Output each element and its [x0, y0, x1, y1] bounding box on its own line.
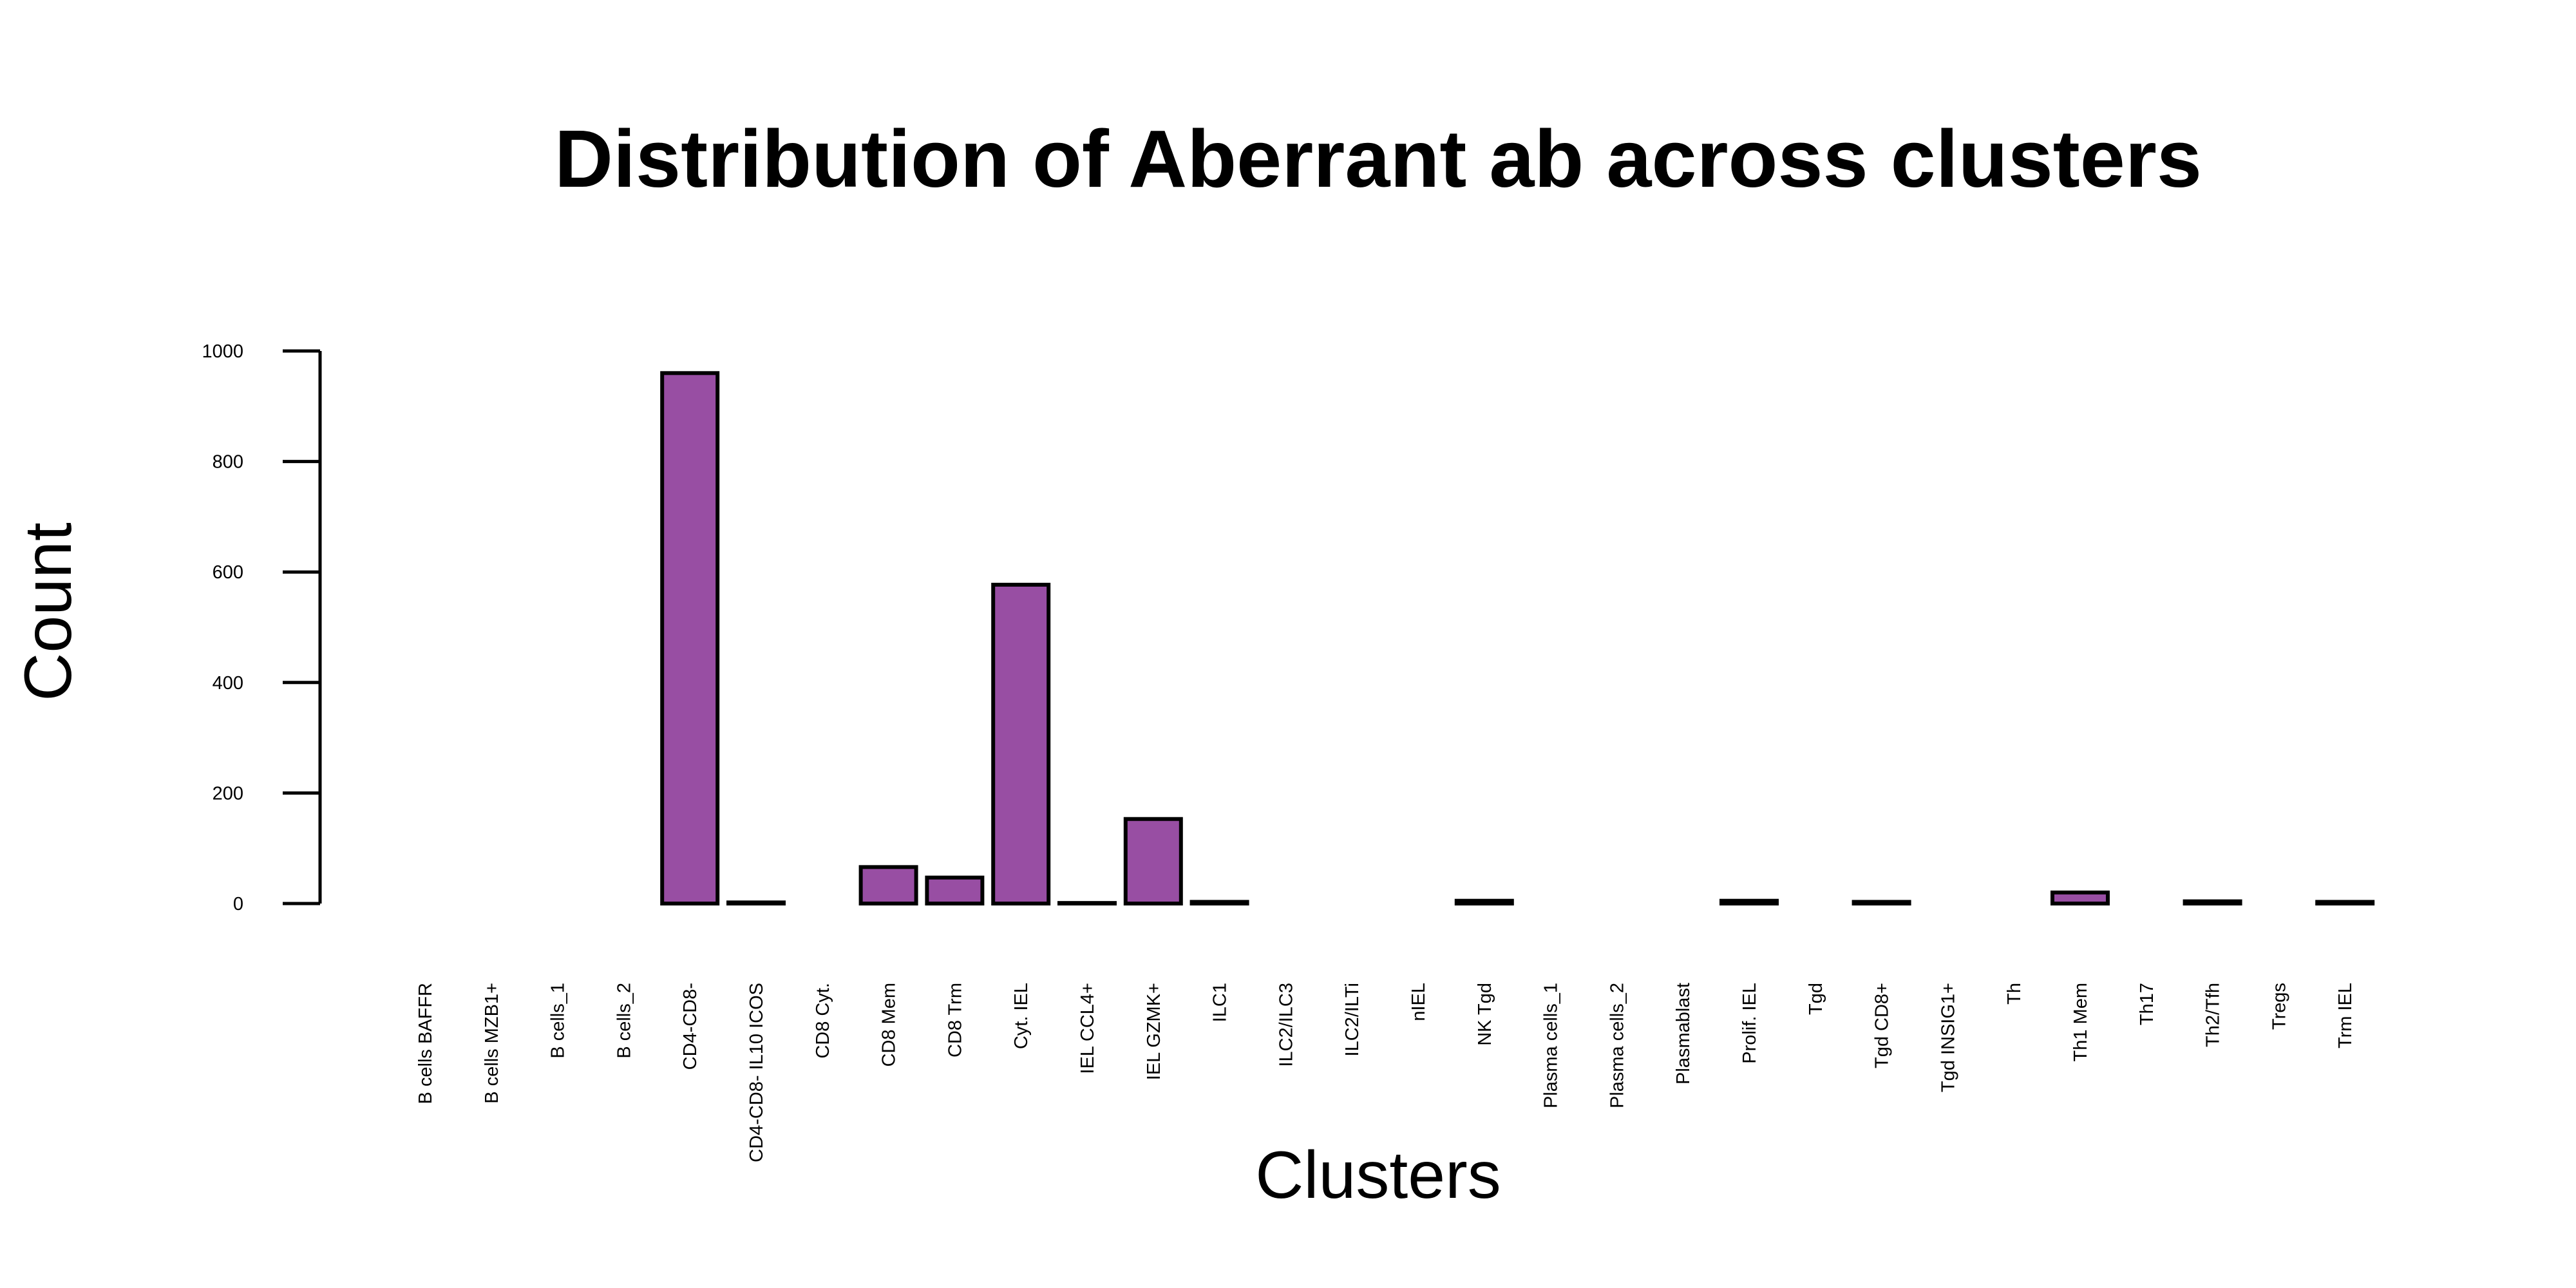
x-tick-label: ILC1 [1210, 983, 1231, 1022]
bar [1189, 900, 1249, 906]
y-tick-label: 800 [213, 452, 243, 473]
bar [1123, 817, 1183, 905]
x-tick-label: Th1 Mem [2070, 983, 2091, 1061]
bar [1852, 900, 1911, 906]
bar [2050, 890, 2110, 905]
chart-title: Distribution of Aberrant ab across clust… [554, 113, 2202, 204]
bar [1454, 898, 1514, 905]
x-tick-label: Plasma cells_2 [1607, 983, 1627, 1108]
y-tick-label: 200 [213, 783, 243, 804]
x-tick-label: Cyt. IEL [1011, 983, 1032, 1049]
x-tick-label: Tgd INSIG1+ [1938, 983, 1958, 1092]
x-tick-label: Tgd [1806, 983, 1826, 1015]
x-tick-label: Th17 [2137, 983, 2157, 1025]
bar [726, 900, 786, 906]
x-tick-label: Tgd CD8+ [1872, 983, 1893, 1068]
x-tick-label: IEL GZMK+ [1144, 983, 1164, 1080]
y-tick-label: 1000 [202, 341, 243, 362]
y-axis: 0 200 400 600 800 1000 [202, 341, 322, 914]
x-tick-label: CD8 Mem [879, 983, 900, 1067]
x-tick-label: B cells_1 [548, 983, 569, 1059]
x-tick-label: NK Tgd [1475, 983, 1495, 1046]
bar [925, 875, 985, 905]
bar [858, 865, 918, 905]
x-axis-label: Clusters [1255, 1138, 1501, 1213]
x-tick-label: Trm IEL [2335, 983, 2356, 1048]
x-tick-label: ILC2/ILTi [1342, 983, 1363, 1056]
y-tick-label: 0 [233, 894, 243, 914]
bar [1057, 901, 1117, 905]
bar [2315, 900, 2375, 906]
bar [1719, 898, 1779, 905]
x-tick-label: IEL CCL4+ [1077, 983, 1098, 1074]
y-tick-label: 400 [213, 673, 243, 694]
x-tick-label: Th [2004, 983, 2025, 1005]
x-tick-label: nIEL [1408, 983, 1429, 1021]
x-tick-label: CD4-CD8- [680, 983, 701, 1070]
x-tick-label: B cells_2 [614, 983, 634, 1059]
x-tick-label: B cells MZB1+ [482, 983, 502, 1104]
x-tick-label: Plasmablast [1673, 983, 1694, 1084]
x-tick-label: Th2/Tfh [2203, 983, 2224, 1047]
x-tick-label: CD8 Trm [945, 983, 965, 1057]
y-tick-label: 600 [213, 562, 243, 583]
bar [2183, 899, 2242, 905]
x-tick-label: CD8 Cyt. [813, 983, 833, 1059]
x-tick-label: ILC2/ILC3 [1276, 983, 1296, 1067]
x-tick-label: CD4-CD8- IL10 ICOS [746, 983, 767, 1162]
bar [660, 371, 720, 905]
y-axis-label: Count [11, 522, 86, 701]
x-tick-label: Prolif. IEL [1739, 983, 1760, 1064]
x-tick-label: B cells BAFFR [415, 983, 436, 1104]
x-tick-label: Tregs [2269, 983, 2289, 1030]
bar [991, 582, 1051, 906]
x-category-labels: B cells BAFFR B cells MZB1+ B cells_1 B cel… [415, 983, 2356, 1162]
bars [660, 371, 2375, 906]
x-tick-label: Plasma cells_1 [1541, 983, 1562, 1108]
